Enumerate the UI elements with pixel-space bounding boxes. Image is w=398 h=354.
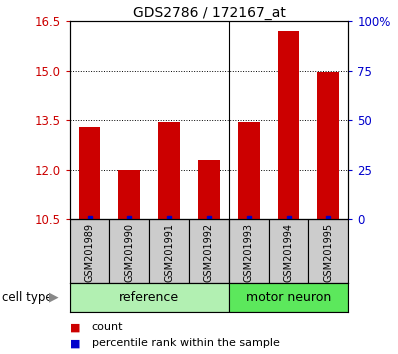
Text: ■: ■ bbox=[70, 322, 80, 332]
Text: count: count bbox=[92, 322, 123, 332]
Text: motor neuron: motor neuron bbox=[246, 291, 331, 304]
Bar bbox=[149, 219, 189, 283]
Title: GDS2786 / 172167_at: GDS2786 / 172167_at bbox=[133, 6, 285, 20]
Bar bbox=[269, 219, 308, 283]
Text: ■: ■ bbox=[70, 338, 80, 348]
Text: GSM201993: GSM201993 bbox=[244, 223, 254, 282]
Bar bbox=[78, 127, 100, 219]
Bar bbox=[70, 283, 229, 312]
Text: ▶: ▶ bbox=[49, 291, 59, 304]
Bar bbox=[158, 122, 180, 219]
Bar bbox=[109, 219, 149, 283]
Text: GSM201991: GSM201991 bbox=[164, 223, 174, 282]
Text: GSM201994: GSM201994 bbox=[283, 223, 294, 282]
Text: reference: reference bbox=[119, 291, 179, 304]
Bar bbox=[119, 170, 140, 219]
Bar bbox=[70, 219, 109, 283]
Bar bbox=[189, 219, 229, 283]
Bar bbox=[278, 31, 300, 219]
Bar bbox=[198, 160, 220, 219]
Bar bbox=[308, 219, 348, 283]
Bar bbox=[238, 122, 259, 219]
Text: GSM201995: GSM201995 bbox=[323, 223, 334, 282]
Bar bbox=[229, 219, 269, 283]
Text: percentile rank within the sample: percentile rank within the sample bbox=[92, 338, 279, 348]
Bar bbox=[229, 283, 348, 312]
Bar bbox=[318, 73, 339, 219]
Text: GSM201990: GSM201990 bbox=[124, 223, 135, 282]
Text: GSM201992: GSM201992 bbox=[204, 223, 214, 282]
Text: GSM201989: GSM201989 bbox=[84, 223, 95, 282]
Text: cell type: cell type bbox=[2, 291, 53, 304]
